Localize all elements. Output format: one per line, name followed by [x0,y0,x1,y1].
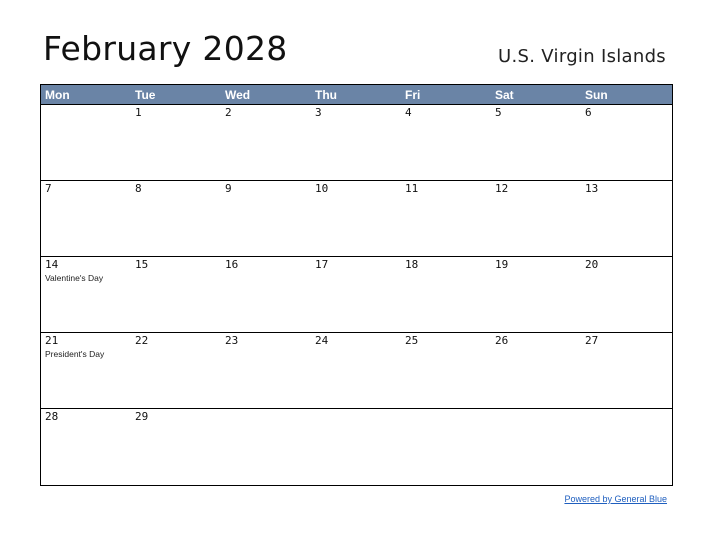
page-title: February 2028 [43,29,288,68]
powered-by-link[interactable]: Powered by General Blue [564,494,667,504]
day-cell: 15 [131,257,221,332]
day-cell: 29 [131,409,221,485]
day-number: 17 [315,258,329,271]
day-cell: 8 [131,181,221,256]
day-number: 5 [495,106,502,119]
calendar-grid: Mon Tue Wed Thu Fri Sat Sun 1 2 3 4 5 6 7 8 9 10 1… [40,84,673,486]
day-cell: 19 [491,257,581,332]
week-row: 1 2 3 4 5 6 [41,105,672,181]
weekday-mon: Mon [45,88,70,102]
day-cell [581,409,671,485]
day-cell: 24 [311,333,401,408]
day-number: 19 [495,258,509,271]
holiday-label: Valentine's Day [45,273,104,283]
day-number: 3 [315,106,322,119]
day-cell [41,105,131,180]
day-cell: 13 [581,181,671,256]
day-cell: 5 [491,105,581,180]
day-cell: 17 [311,257,401,332]
day-number: 29 [135,410,149,423]
day-cell: 27 [581,333,671,408]
day-cell: 1 [131,105,221,180]
day-number: 24 [315,334,329,347]
day-cell: 20 [581,257,671,332]
day-cell: 6 [581,105,671,180]
day-cell [221,409,311,485]
day-cell: 22 [131,333,221,408]
day-cell [311,409,401,485]
weekday-sun: Sun [585,88,608,102]
day-number: 25 [405,334,419,347]
day-number: 16 [225,258,239,271]
day-number: 27 [585,334,599,347]
day-number: 14 [45,258,59,271]
day-number: 7 [45,182,52,195]
weekday-fri: Fri [405,88,421,102]
day-number: 21 [45,334,59,347]
day-number: 15 [135,258,149,271]
day-number: 4 [405,106,412,119]
day-number: 2 [225,106,232,119]
day-cell: 4 [401,105,491,180]
day-cell: 18 [401,257,491,332]
week-row: 14 Valentine's Day 15 16 17 18 19 20 [41,257,672,333]
week-row: 28 29 [41,409,672,485]
day-number: 11 [405,182,419,195]
weekday-header: Mon Tue Wed Thu Fri Sat Sun [41,85,672,105]
weekday-tue: Tue [135,88,156,102]
day-cell: 9 [221,181,311,256]
week-row: 21 President's Day 22 23 24 25 26 27 [41,333,672,409]
day-number: 6 [585,106,592,119]
day-cell: 10 [311,181,401,256]
day-cell: 11 [401,181,491,256]
day-cell: 21 President's Day [41,333,131,408]
day-number: 12 [495,182,509,195]
day-number: 1 [135,106,142,119]
day-number: 20 [585,258,599,271]
day-cell: 16 [221,257,311,332]
day-number: 9 [225,182,232,195]
day-cell: 14 Valentine's Day [41,257,131,332]
week-row: 7 8 9 10 11 12 13 [41,181,672,257]
day-cell [491,409,581,485]
day-cell: 28 [41,409,131,485]
weekday-thu: Thu [315,88,337,102]
day-cell [401,409,491,485]
day-number: 13 [585,182,599,195]
day-number: 10 [315,182,329,195]
holiday-label: President's Day [45,349,105,359]
weekday-sat: Sat [495,88,514,102]
region-label: U.S. Virgin Islands [498,46,666,67]
day-number: 18 [405,258,419,271]
weekday-wed: Wed [225,88,251,102]
day-cell: 12 [491,181,581,256]
day-cell: 23 [221,333,311,408]
day-number: 8 [135,182,142,195]
day-number: 28 [45,410,59,423]
day-cell: 2 [221,105,311,180]
day-number: 26 [495,334,509,347]
day-cell: 26 [491,333,581,408]
day-cell: 25 [401,333,491,408]
day-number: 23 [225,334,239,347]
day-number: 22 [135,334,149,347]
day-cell: 3 [311,105,401,180]
day-cell: 7 [41,181,131,256]
